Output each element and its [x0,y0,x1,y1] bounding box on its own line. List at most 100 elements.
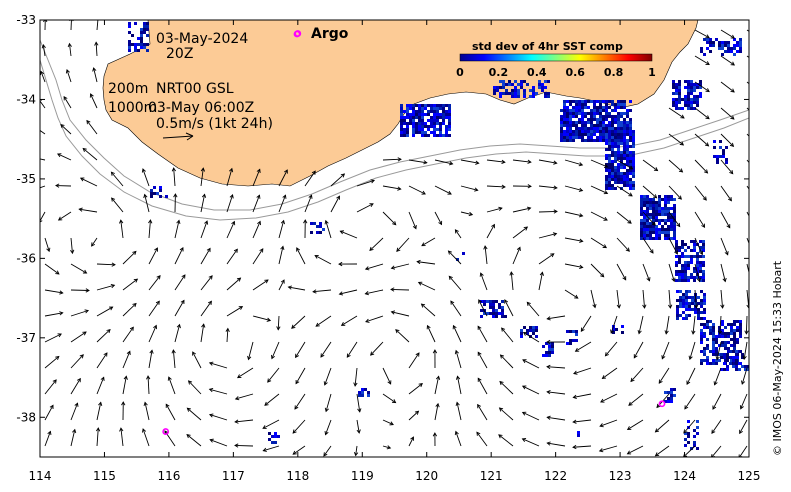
sst-patch-cell [693,246,696,249]
current-arrowhead [476,431,481,436]
sst-patch-cell [412,113,415,116]
lat-tick-label: -33 [16,13,36,27]
current-arrowhead [432,432,438,437]
sst-patch-cell [681,273,684,276]
sst-patch-cell [658,231,661,234]
sst-patch-cell [587,139,590,142]
current-arrowhead [46,247,51,253]
sst-patch-cell [611,151,614,154]
sst-patch-cell [614,127,617,130]
current-arrowhead [171,167,177,172]
current-arrowhead [55,270,60,275]
current-arrow [661,341,670,359]
sst-patch-cell [611,154,614,157]
current-arrowhead [98,401,103,406]
sst-patch-cell [696,86,699,89]
current-arrowhead [656,403,661,409]
sst-patch-cell [614,106,617,109]
current-arrow [292,419,306,434]
sst-patch-cell [448,128,451,131]
current-arrowhead [600,398,605,403]
sst-patch-cell [499,80,502,83]
sst-patch-cell [727,341,730,344]
sst-patch-cell [709,362,712,365]
sst-patch-cell [146,43,149,46]
sst-stddev-patches [128,22,749,450]
sst-patch-cell [718,344,721,347]
sst-patch-cell [448,113,451,116]
sst-patch-cell [623,133,626,136]
sst-patch-cell [128,46,131,49]
sst-patch-cell [670,225,673,228]
current-arrowhead [578,187,584,192]
sst-patch-cell [646,207,649,210]
current-arrowhead [132,302,137,308]
sst-patch-cell [684,432,687,435]
sst-patch-cell [658,207,661,210]
sst-patch-cell [596,109,599,112]
current-arrow [745,315,748,334]
sst-patch-cell [700,335,703,338]
sst-patch-cell [523,95,526,98]
sst-patch-cell [721,53,724,56]
sst-patch-cell [551,348,554,351]
sst-patch-cell [541,86,544,89]
sst-patch-cell [739,329,742,332]
current-arrowhead [600,273,605,278]
sst-patch-cell [702,276,705,279]
sst-patch-cell [316,225,319,228]
sst-patch-cell [713,140,716,143]
sst-patch-cell [684,270,687,273]
sst-patch-cell [667,225,670,228]
sst-patch-cell [675,243,678,246]
sst-patch-cell [611,121,614,124]
sst-patch-cell [316,231,319,234]
current-arrow [122,251,137,265]
current-arrowhead [630,377,635,383]
sst-patch-cell [735,362,738,365]
sst-patch-cell [667,195,670,198]
sst-patch-cell [672,80,675,83]
current-arrow [564,289,579,299]
sst-patch-cell [632,187,635,190]
current-arrow [499,381,514,395]
sst-patch-cell [724,359,727,362]
sst-patch-cell [572,100,575,103]
sst-patch-cell [602,118,605,121]
current-vectors [40,20,749,457]
sst-patch-cell [560,124,563,127]
sst-patch-cell [134,49,137,52]
sst-patch-cell [442,116,445,119]
sst-patch-cell [684,101,687,104]
sst-patch-cell [664,234,667,237]
sst-patch-cell [629,130,632,133]
current-arrow [70,289,90,291]
sst-patch-cell [632,151,635,154]
current-arrowhead [100,376,105,381]
current-arrow [148,220,151,239]
current-arrowhead [574,347,580,352]
sst-patch-cell [128,43,131,46]
current-arrowhead [435,375,441,380]
sst-patch-cell [433,134,436,137]
current-arrow [694,289,697,308]
sst-patch-cell [667,231,670,234]
sst-patch-cell [442,107,445,110]
sst-patch-cell [730,350,733,353]
current-arrow [391,311,410,317]
current-arrow [694,133,709,147]
sst-patch-cell [605,148,608,151]
current-arrow [314,255,332,265]
sst-patch-cell [681,98,684,101]
sst-patch-cell [629,151,632,154]
sst-patch-cell [699,255,702,258]
sst-patch-cell [520,80,523,83]
sst-patch-cell [733,47,736,50]
sst-patch-cell [620,103,623,106]
lon-tick-label: 122 [544,469,567,483]
current-arrowhead [208,275,213,280]
current-arrowhead [416,259,421,265]
sst-patch-cell [643,234,646,237]
sst-patch-cell [421,125,424,128]
sst-patch-cell [495,309,498,312]
